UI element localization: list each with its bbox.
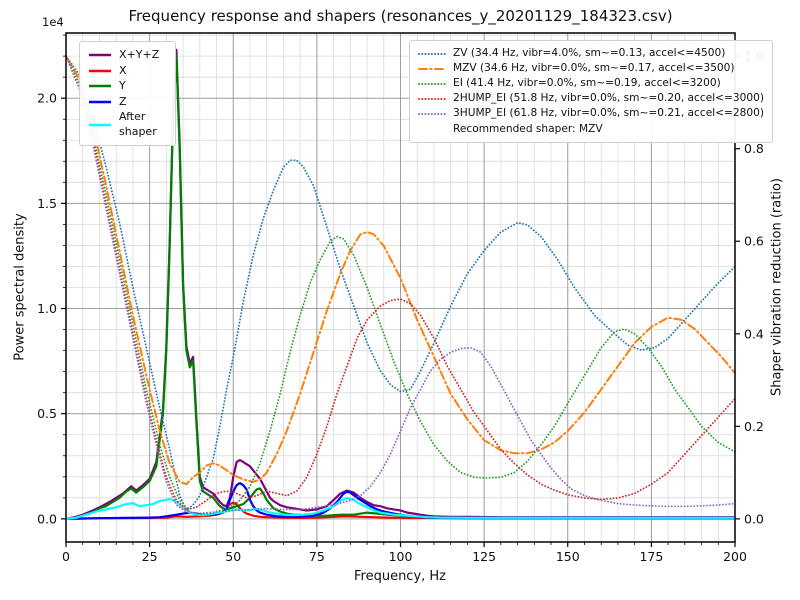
legend-item: Z bbox=[88, 95, 167, 110]
legend-label: MZV (34.6 Hz, vibr=0.0%, sm~=0.17, accel… bbox=[453, 61, 735, 74]
z-line-sample bbox=[89, 100, 111, 104]
series-zv bbox=[65, 55, 736, 511]
3hump_ei-line-sample bbox=[418, 112, 446, 115]
tick-label: 0.4 bbox=[744, 326, 764, 341]
ei-line-sample bbox=[418, 82, 446, 85]
legend-label: After shaper bbox=[119, 110, 157, 138]
legend-label: Y bbox=[119, 79, 126, 93]
tick-label: 0.0 bbox=[744, 511, 764, 526]
tick-label: 2.0 bbox=[37, 91, 57, 106]
legend-label: EI (41.4 Hz, vibr=0.0%, sm~=0.19, accel<… bbox=[453, 76, 721, 89]
2hump_ei-line-sample bbox=[418, 97, 446, 100]
zv-line-sample bbox=[418, 52, 446, 55]
tick-label: 75 bbox=[309, 549, 325, 564]
tick-label: 0.0 bbox=[37, 511, 57, 526]
recommended-shaper-text: Recommended shaper: MZV bbox=[453, 122, 603, 135]
y-axis-offset-text: 1e4 bbox=[42, 15, 64, 29]
tick-label: 0.5 bbox=[37, 406, 57, 421]
x-axis-label: Frequency, Hz bbox=[353, 569, 447, 584]
legend-label: 3HUMP_EI (61.8 Hz, vibr=0.0%, sm~=0.21, … bbox=[453, 106, 764, 119]
legend-item: X bbox=[88, 64, 167, 79]
shapers-legend: ZV (34.4 Hz, vibr=4.0%, sm~=0.13, accel<… bbox=[409, 40, 773, 144]
tick-label: 0 bbox=[62, 549, 70, 564]
tick-label: 100 bbox=[389, 549, 413, 564]
left-y-axis-label: Power spectral density bbox=[12, 213, 28, 361]
tick-label: 25 bbox=[142, 549, 158, 564]
mzv-line-sample bbox=[418, 67, 446, 70]
legend-item: 2HUMP_EI (51.8 Hz, vibr=0.0%, sm~=0.20, … bbox=[418, 92, 764, 106]
legend-item: 3HUMP_EI (61.8 Hz, vibr=0.0%, sm~=0.21, … bbox=[418, 107, 764, 121]
series-3hump-ei bbox=[65, 55, 736, 515]
legend-item: ZV (34.4 Hz, vibr=4.0%, sm~=0.13, accel<… bbox=[418, 47, 764, 61]
legend-item: X+Y+Z bbox=[88, 48, 167, 63]
legend-item: Y bbox=[88, 79, 167, 94]
tick-label: 150 bbox=[556, 549, 580, 564]
tick-label: 0.6 bbox=[744, 234, 764, 249]
tick-label: 200 bbox=[723, 549, 747, 564]
series-2hump-ei bbox=[65, 55, 736, 511]
series-x bbox=[65, 501, 735, 520]
series-y bbox=[65, 54, 735, 520]
series-mzv bbox=[65, 55, 736, 486]
legend-item: MZV (34.6 Hz, vibr=0.0%, sm~=0.17, accel… bbox=[418, 62, 764, 76]
shapers-legend-rows: ZV (34.4 Hz, vibr=4.0%, sm~=0.13, accel<… bbox=[418, 47, 764, 121]
legend-label: Z bbox=[119, 94, 127, 108]
tick-label: 175 bbox=[639, 549, 663, 564]
after-line-sample bbox=[89, 123, 111, 126]
tick-label: 1.0 bbox=[37, 301, 57, 316]
legend-label: X+Y+Z bbox=[119, 48, 160, 61]
right-y-axis-label: Shaper vibration reduction (ratio) bbox=[769, 178, 785, 396]
psd-legend: X+Y+Z X Y Z After shaper bbox=[79, 41, 176, 147]
legend-item: EI (41.4 Hz, vibr=0.0%, sm~=0.19, accel<… bbox=[418, 77, 764, 91]
x+y+z-line-sample bbox=[89, 53, 111, 57]
tick-label: 0.8 bbox=[744, 141, 764, 156]
series-after-shaper bbox=[65, 496, 735, 520]
chart-title: Frequency response and shapers (resonanc… bbox=[128, 7, 673, 25]
legend-label: ZV (34.4 Hz, vibr=4.0%, sm~=0.13, accel<… bbox=[453, 47, 726, 59]
psd-legend-rows: X+Y+Z X Y Z After shaper bbox=[88, 48, 167, 139]
tick-label: 125 bbox=[472, 549, 496, 564]
series-ei bbox=[65, 55, 736, 516]
tick-label: 50 bbox=[225, 549, 241, 564]
x-line-sample bbox=[89, 69, 111, 73]
legend-label: X bbox=[119, 63, 127, 77]
legend-item: After shaper bbox=[88, 110, 167, 139]
tick-label: 1.5 bbox=[37, 196, 57, 211]
y-line-sample bbox=[89, 84, 111, 88]
legend-label: 2HUMP_EI (51.8 Hz, vibr=0.0%, sm~=0.20, … bbox=[453, 91, 764, 104]
tick-label: 0.2 bbox=[744, 419, 764, 434]
